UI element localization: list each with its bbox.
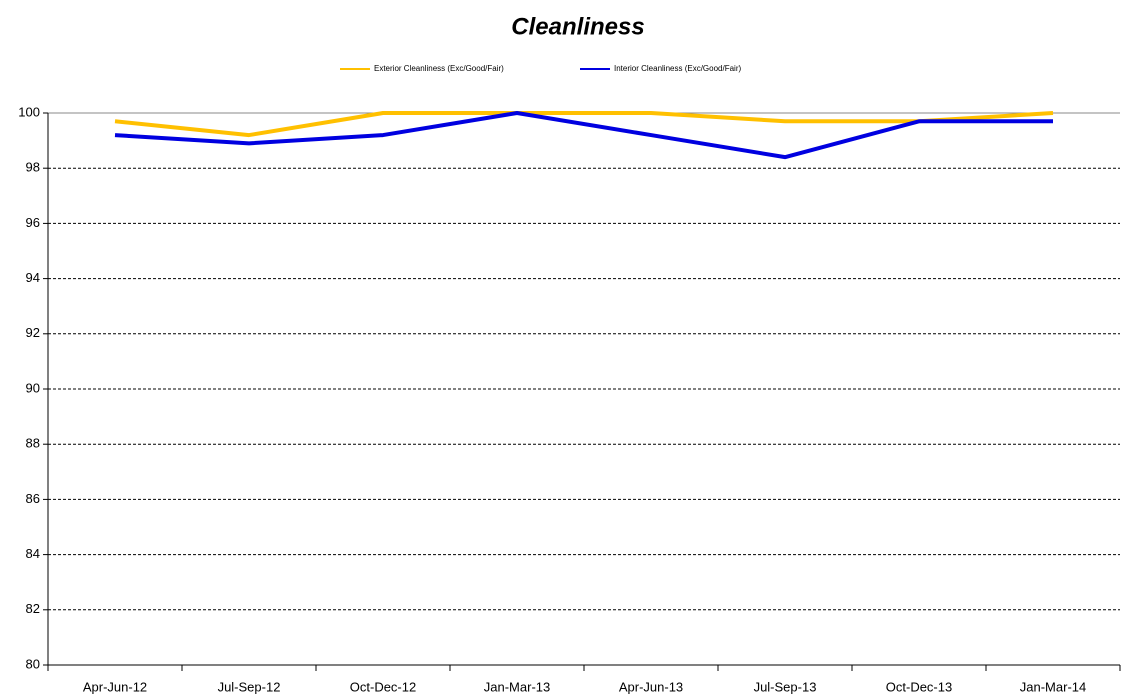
y-tick-label: 82 (26, 601, 40, 616)
x-tick-label: Jan-Mar-14 (1020, 679, 1086, 694)
x-tick-label: Oct-Dec-12 (350, 679, 416, 694)
y-tick-label: 96 (26, 215, 40, 230)
series-line (114, 111, 1054, 138)
y-tick-label: 80 (26, 656, 40, 671)
x-tick-label: Jul-Sep-13 (754, 679, 817, 694)
y-tick-label: 100 (18, 104, 40, 119)
y-tick-label: 86 (26, 491, 40, 506)
y-tick-label: 90 (26, 380, 40, 395)
legend-label: Interior Cleanliness (Exc/Good/Fair) (614, 64, 741, 73)
y-tick-label: 84 (26, 546, 40, 561)
x-tick-label: Apr-Jun-12 (83, 679, 147, 694)
y-tick-label: 88 (26, 436, 40, 451)
x-tick-label: Apr-Jun-13 (619, 679, 683, 694)
x-tick-label: Jan-Mar-13 (484, 679, 550, 694)
y-tick-label: 98 (26, 160, 40, 175)
chart-title: Cleanliness (511, 13, 644, 40)
x-tick-label: Oct-Dec-13 (886, 679, 952, 694)
series-line (114, 111, 1053, 160)
legend-label: Exterior Cleanliness (Exc/Good/Fair) (374, 64, 504, 73)
x-tick-label: Jul-Sep-12 (218, 679, 281, 694)
y-tick-label: 94 (26, 270, 40, 285)
y-tick-label: 92 (26, 325, 40, 340)
